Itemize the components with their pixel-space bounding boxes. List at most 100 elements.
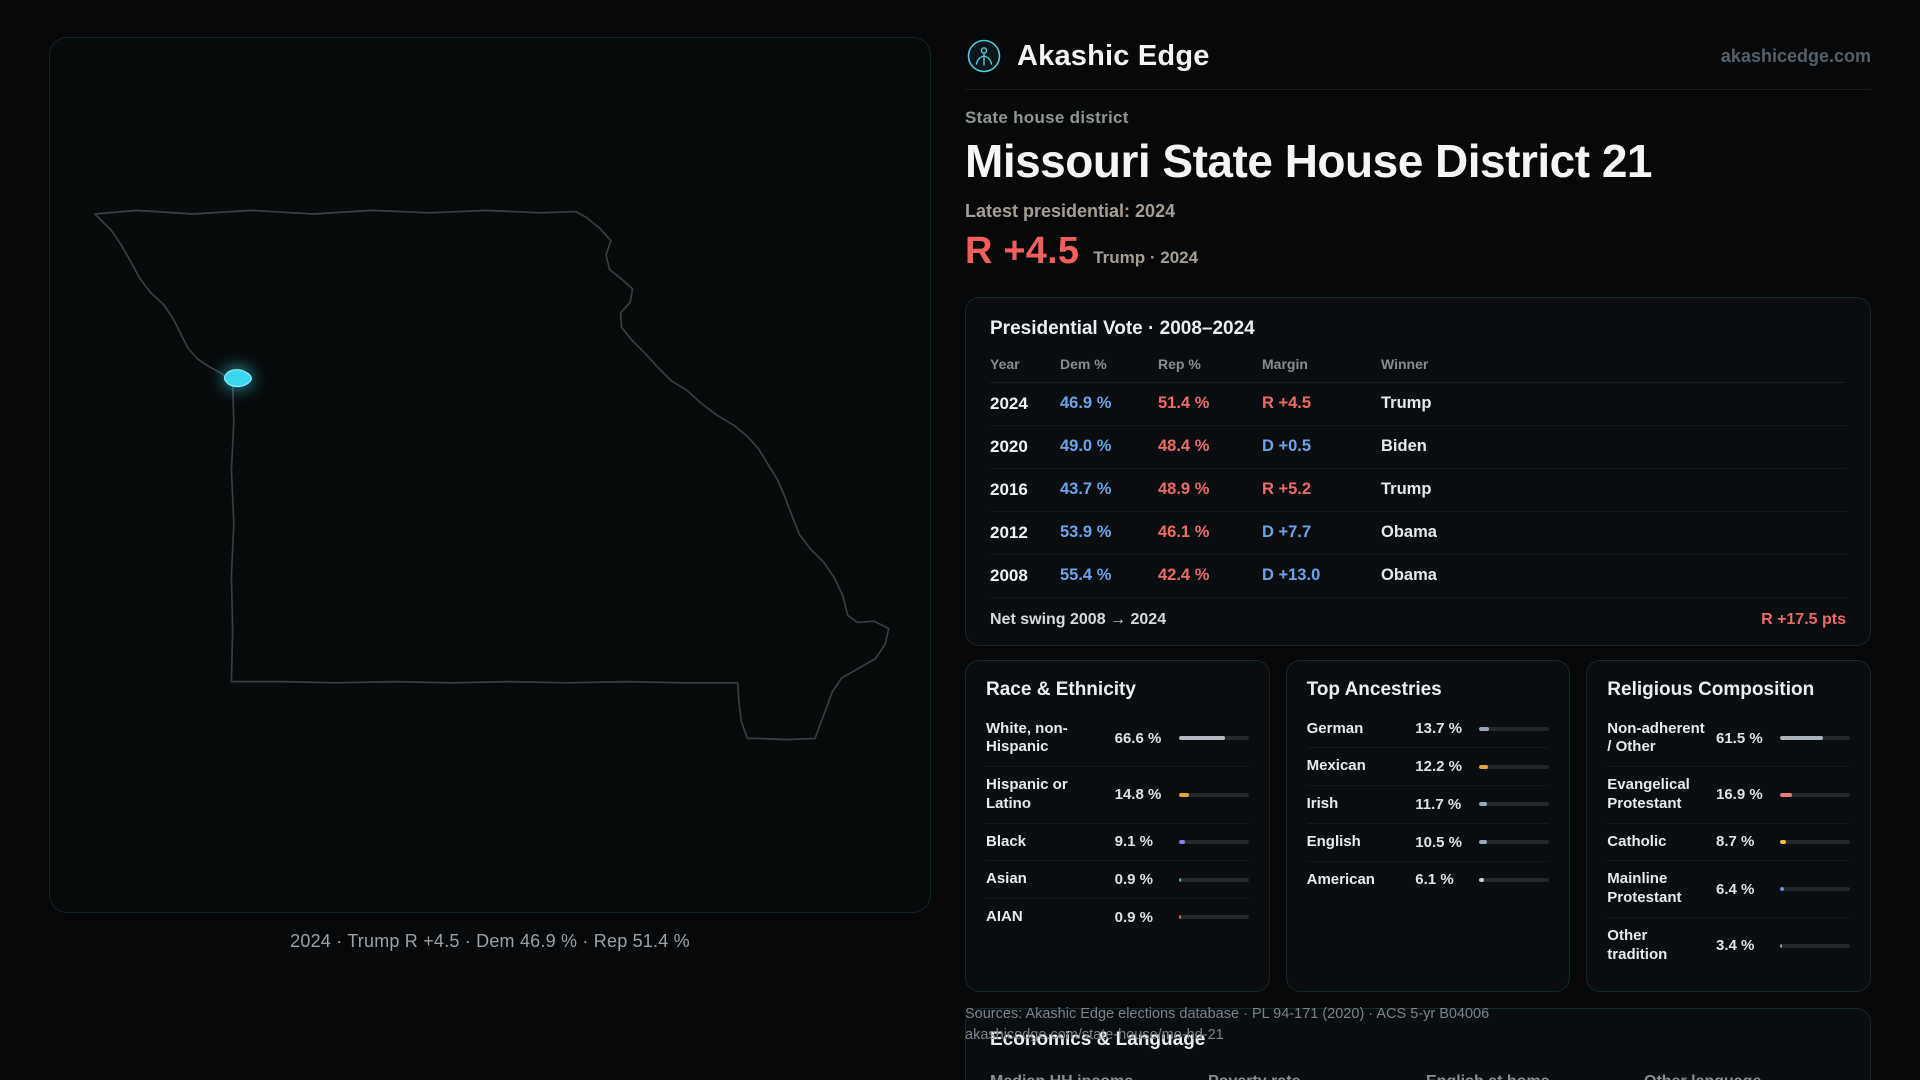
- headline-margin-row: R +4.5 Trump · 2024: [965, 230, 1871, 273]
- col-header-rep: Rep %: [1158, 355, 1201, 372]
- cell-dem-pct: 49.0 %: [1060, 437, 1112, 456]
- stat-label: Hispanic or Latino: [986, 776, 1068, 812]
- headline-margin-value: R +4.5: [965, 229, 1080, 272]
- cell-winner: Trump: [1381, 480, 1432, 499]
- stat-bar-fill: [1780, 887, 1785, 892]
- stat-bar: [1178, 915, 1249, 920]
- cell-winner: Trump: [1381, 394, 1432, 413]
- stat-value: 9.1 %: [1114, 833, 1153, 851]
- econ-stat-english-at-home: English at home 84.1 %: [1426, 1073, 1628, 1080]
- brand-name: Akashic Edge: [1017, 39, 1210, 72]
- cell-margin: D +0.5: [1262, 437, 1312, 456]
- stat-bar-fill: [1479, 840, 1487, 845]
- cell-margin: D +7.7: [1262, 523, 1312, 542]
- stat-label: Irish: [1306, 795, 1339, 813]
- stat-bar-fill: [1780, 736, 1824, 741]
- economics-language-card: Economics & Language Median HH income $4…: [965, 1008, 1871, 1080]
- latest-presidential-label: Latest presidential: 2024: [965, 200, 1176, 221]
- headline-margin-context: Trump · 2024: [1093, 247, 1199, 267]
- table-row: 2024 46.9 % 51.4 % R +4.5 Trump: [990, 383, 1846, 426]
- stat-label: American: [1306, 870, 1375, 888]
- stat-value: 8.7 %: [1716, 833, 1755, 851]
- economics-stats: Median HH income $47,701 Poverty rate 21…: [990, 1073, 1846, 1080]
- stat-label: White, non-Hispanic: [986, 719, 1068, 756]
- stat-bar-fill: [1178, 877, 1181, 882]
- stat-bar-fill: [1178, 839, 1185, 844]
- econ-stat-median-income: Median HH income $47,701: [990, 1073, 1192, 1080]
- net-swing-row: Net swing 2008 → 2024 R +17.5 pts: [990, 598, 1846, 629]
- cell-dem-pct: 55.4 %: [1060, 566, 1112, 585]
- brand-left: Akashic Edge: [965, 37, 1210, 75]
- cell-dem-pct: 46.9 %: [1060, 394, 1112, 413]
- stat-bar-fill: [1479, 877, 1484, 882]
- stat-label: Evangelical Protestant: [1607, 776, 1690, 812]
- cell-rep-pct: 46.1 %: [1158, 523, 1210, 542]
- stat-bar: [1178, 877, 1249, 882]
- stat-row: English 10.5 %: [1306, 822, 1550, 861]
- cell-year: 2024: [990, 393, 1028, 413]
- stat-value: 10.5 %: [1415, 833, 1462, 851]
- stat-bar-fill: [1479, 764, 1488, 769]
- stat-bar: [1780, 839, 1850, 844]
- stat-bar-fill: [1780, 839, 1787, 844]
- stat-label: Mainline Protestant: [1607, 870, 1682, 907]
- ancestries-card-title: Top Ancestries: [1306, 678, 1442, 700]
- stat-bar-fill: [1178, 792, 1189, 797]
- stat-value: 6.1 %: [1415, 871, 1454, 889]
- permalink[interactable]: akashicedge.com/state-house/mo-hd-21: [965, 1027, 1224, 1043]
- table-header-row: Year Dem % Rep % Margin Winner: [990, 356, 1846, 383]
- stat-bar: [1780, 887, 1850, 892]
- page-title: Missouri State House District 21: [965, 135, 1652, 187]
- brand-header: Akashic Edge akashicedge.com: [965, 37, 1871, 90]
- race-rows: White, non-Hispanic 66.6 % Hispanic or L…: [986, 711, 1249, 936]
- table-row: 2020 49.0 % 48.4 % D +0.5 Biden: [990, 426, 1846, 469]
- stat-value: 14.8 %: [1114, 786, 1162, 804]
- col-header-year: Year: [990, 355, 1020, 372]
- stat-value: 6.4 %: [1716, 880, 1755, 898]
- stat-row: Mexican 12.2 %: [1306, 747, 1550, 785]
- econ-stat-label: Poverty rate: [1208, 1073, 1410, 1080]
- stat-bar: [1178, 839, 1249, 844]
- stat-value: 0.9 %: [1114, 871, 1153, 889]
- stat-row: White, non-Hispanic 66.6 %: [986, 711, 1249, 767]
- stat-bar: [1780, 792, 1850, 797]
- stat-label: Black: [986, 832, 1027, 850]
- stat-label: Catholic: [1607, 832, 1667, 850]
- stat-row: Evangelical Protestant 16.9 %: [1607, 766, 1850, 823]
- stat-row: Other tradition 3.4 %: [1607, 916, 1850, 974]
- econ-stat-label: English at home: [1426, 1073, 1628, 1080]
- stat-row: Mainline Protestant 6.4 %: [1607, 860, 1850, 917]
- stat-row: Catholic 8.7 %: [1607, 822, 1850, 861]
- table-row: 2008 55.4 % 42.4 % D +13.0 Obama: [990, 555, 1846, 598]
- stat-value: 0.9 %: [1114, 908, 1153, 926]
- stat-value: 11.7 %: [1415, 795, 1462, 813]
- table-row: 2012 53.9 % 46.1 % D +7.7 Obama: [990, 512, 1846, 555]
- presidential-card-title: Presidential Vote · 2008–2024: [990, 317, 1255, 339]
- stat-label: Mexican: [1306, 757, 1366, 775]
- district-21-shape[interactable]: [223, 369, 252, 388]
- stat-row: Irish 11.7 %: [1306, 785, 1550, 823]
- stat-row: AIAN 0.9 %: [986, 898, 1249, 936]
- cell-winner: Obama: [1381, 566, 1437, 585]
- cell-winner: Biden: [1381, 437, 1427, 456]
- stat-bar: [1178, 736, 1249, 741]
- stat-row: American 6.1 %: [1306, 860, 1550, 899]
- econ-stat-poverty-rate: Poverty rate 21.9 %: [1208, 1073, 1410, 1080]
- cell-dem-pct: 53.9 %: [1060, 523, 1112, 542]
- missouri-state-outline: [94, 209, 890, 741]
- content-column: Akashic Edge akashicedge.com State house…: [965, 37, 1871, 1080]
- stat-value: 61.5 %: [1716, 729, 1763, 747]
- stat-bar: [1780, 943, 1850, 948]
- stat-row: Non-adherent / Other 61.5 %: [1607, 711, 1850, 767]
- brand-domain-link[interactable]: akashicedge.com: [1720, 45, 1871, 66]
- stat-row: Asian 0.9 %: [986, 860, 1249, 898]
- cell-margin: R +5.2: [1262, 480, 1312, 499]
- religious-composition-card: Religious Composition Non-adherent / Oth…: [1586, 659, 1871, 993]
- stat-bar: [1479, 802, 1550, 807]
- stat-value: 13.7 %: [1415, 720, 1462, 738]
- presidential-vote-card: Presidential Vote · 2008–2024 Year Dem %…: [965, 296, 1871, 646]
- religion-rows: Non-adherent / Other 61.5 % Evangelical …: [1607, 711, 1850, 974]
- stat-bar: [1780, 736, 1850, 741]
- stat-bar: [1479, 840, 1550, 845]
- stat-bar-fill: [1780, 792, 1792, 797]
